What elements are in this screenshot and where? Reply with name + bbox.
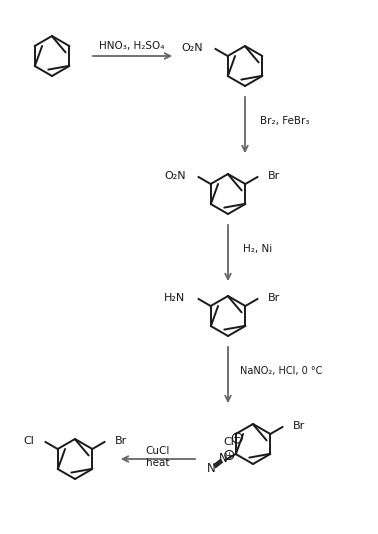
Text: Br: Br [268,293,280,303]
Text: +: + [226,451,233,459]
Text: O₂N: O₂N [164,171,186,181]
Text: HNO₃, H₂SO₄: HNO₃, H₂SO₄ [99,41,165,51]
Text: CuCl: CuCl [146,446,170,456]
Text: Br₂, FeBr₃: Br₂, FeBr₃ [260,116,310,126]
Text: Br: Br [268,171,280,181]
Text: H₂N: H₂N [164,293,186,303]
Text: O₂N: O₂N [181,43,203,53]
Text: Br: Br [293,421,305,431]
Text: heat: heat [146,458,170,468]
Text: Br: Br [115,436,127,446]
Text: NaNO₂, HCl, 0 °C: NaNO₂, HCl, 0 °C [240,366,322,376]
Text: N: N [219,452,228,466]
Text: −: − [233,433,241,443]
Text: Cl: Cl [24,436,34,446]
Text: Cl: Cl [224,437,235,447]
Text: H₂, Ni: H₂, Ni [243,244,272,254]
Text: N: N [206,461,215,475]
